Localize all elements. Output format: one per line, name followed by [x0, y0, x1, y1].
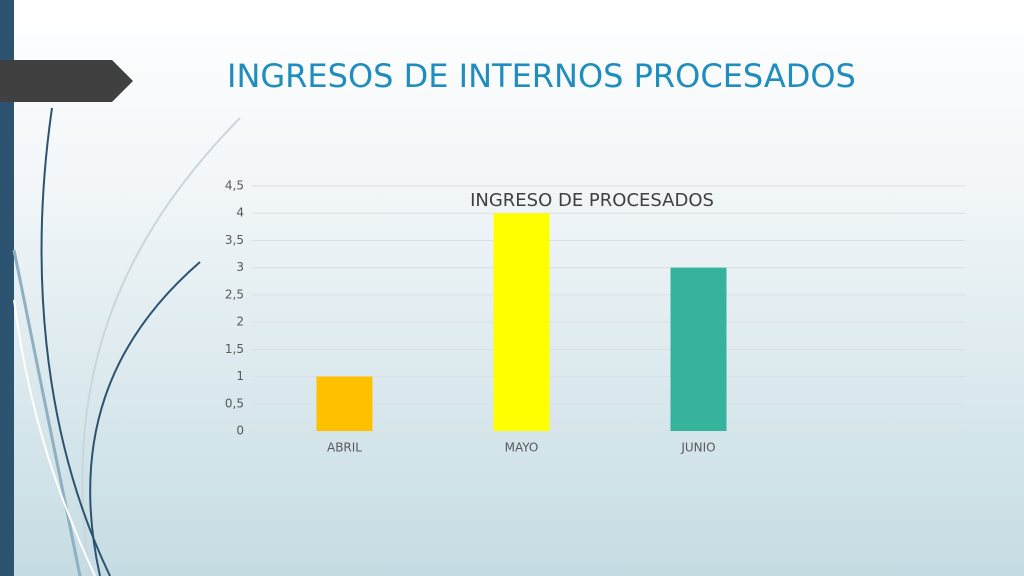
y-tick-label: 1,5	[225, 342, 244, 356]
y-tick-label: 2,5	[225, 287, 244, 301]
y-tick-label: 0	[236, 424, 244, 438]
y-tick-label: 4,5	[225, 179, 244, 193]
y-tick-label: 1	[236, 369, 244, 383]
x-tick-label: JUNIO	[680, 441, 715, 455]
y-tick-label: 3,5	[225, 233, 244, 247]
x-tick-label: MAYO	[505, 441, 539, 455]
y-tick-label: 2	[236, 315, 244, 329]
bar	[493, 213, 550, 431]
bar	[316, 376, 373, 431]
slide-title: INGRESOS DE INTERNOS PROCESADOS	[227, 57, 856, 95]
y-tick-label: 0,5	[225, 396, 244, 410]
side-stripe	[0, 0, 14, 576]
y-tick-label: 4	[236, 206, 244, 220]
chart-title: INGRESO DE PROCESADOS	[470, 190, 714, 211]
decorative-curves	[12, 107, 241, 576]
bar	[670, 267, 727, 431]
title-arrow	[0, 60, 133, 102]
x-tick-label: ABRIL	[327, 441, 362, 455]
y-tick-label: 3	[236, 260, 244, 274]
